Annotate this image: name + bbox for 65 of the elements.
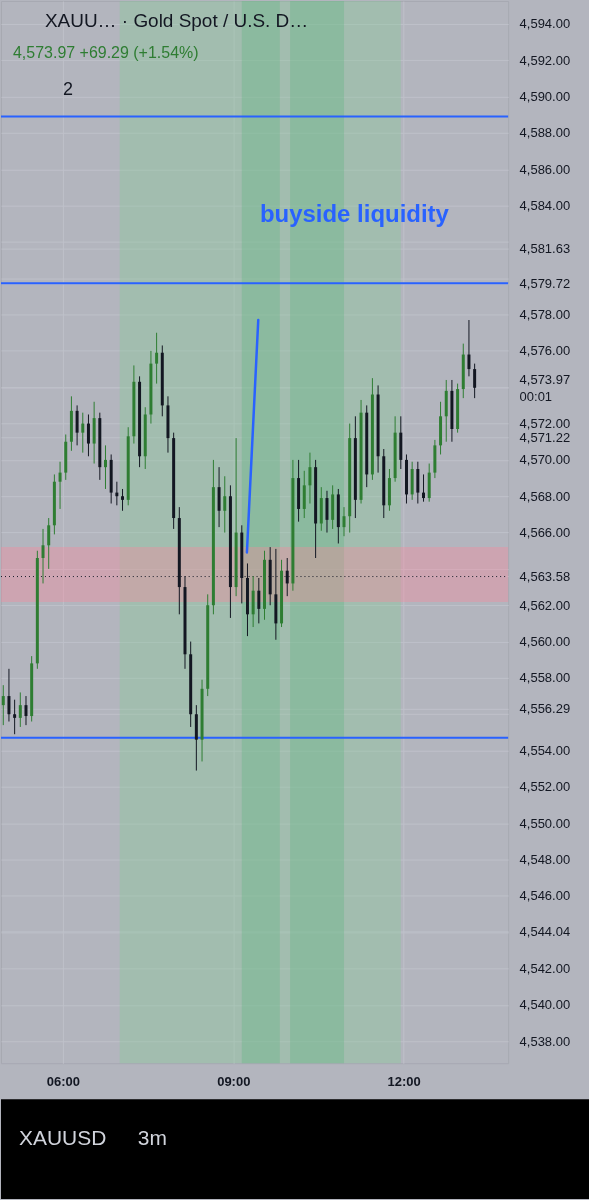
y-tick-label: 4,581.63 bbox=[519, 241, 571, 257]
x-tick-label: 06:00 bbox=[46, 1073, 80, 1089]
candlestick bbox=[342, 506, 346, 537]
candlestick bbox=[1, 684, 5, 726]
y-tick-label: 4,558.00 bbox=[519, 670, 571, 686]
y-tick-label: 4,563.58 bbox=[519, 569, 571, 585]
text: 3m bbox=[137, 1126, 167, 1150]
candlestick bbox=[257, 577, 261, 624]
y-tick-label: 4,590.00 bbox=[519, 89, 571, 105]
y-tick-label: 4,538.00 bbox=[519, 1033, 571, 1049]
text: XAUUSD bbox=[18, 1126, 107, 1150]
candlestick bbox=[251, 575, 255, 628]
y-tick-label: 4,576.00 bbox=[519, 343, 571, 359]
y-tick-label: 4,572.00 bbox=[519, 416, 571, 432]
candlestick bbox=[24, 695, 28, 726]
y-tick-label: 4,562.00 bbox=[519, 597, 571, 613]
candlestick bbox=[325, 490, 329, 534]
y-tick-label: 4,578.00 bbox=[519, 307, 571, 323]
candlestick bbox=[75, 404, 79, 446]
y-tick-label: 4,540.00 bbox=[519, 997, 571, 1013]
y-tick-label: 4,550.00 bbox=[519, 815, 571, 831]
y-tick-label: 4,570.00 bbox=[519, 452, 571, 468]
candlestick bbox=[223, 475, 227, 534]
candlestick bbox=[7, 668, 11, 722]
y-tick-label: 4,546.00 bbox=[519, 888, 571, 904]
y-tick-label: 4,579.72 bbox=[519, 275, 571, 291]
candlestick bbox=[121, 488, 125, 512]
candlestick bbox=[13, 699, 17, 735]
candlestick bbox=[81, 412, 85, 454]
y-tick-label: 4,586.00 bbox=[519, 161, 571, 177]
y-tick-label: 4,573.97 00:01 bbox=[519, 371, 571, 404]
candlestick bbox=[86, 413, 90, 457]
text: XAUU… · Gold Spot / U.S. D… bbox=[44, 9, 309, 31]
candlestick bbox=[467, 319, 471, 377]
candlestick bbox=[473, 363, 477, 399]
y-tick-label: 4,552.00 bbox=[519, 779, 571, 795]
annotation: buyside liquidity bbox=[259, 199, 450, 227]
y-tick-label: 4,568.00 bbox=[519, 488, 571, 504]
candlestick bbox=[308, 452, 312, 504]
candlestick bbox=[155, 332, 159, 385]
candlestick bbox=[47, 517, 51, 570]
candlestick bbox=[217, 466, 221, 528]
candlestick bbox=[302, 470, 306, 519]
candlestick bbox=[18, 691, 22, 728]
y-tick-label: 4,592.00 bbox=[519, 52, 571, 68]
candlestick bbox=[422, 473, 426, 503]
y-tick-label: 4,548.00 bbox=[519, 852, 571, 868]
y-tick-label: 4,594.00 bbox=[519, 16, 571, 32]
y-tick-label: 4,542.00 bbox=[519, 961, 571, 977]
y-tick-label: 4,556.29 bbox=[519, 701, 571, 717]
y-tick-label: 4,554.00 bbox=[519, 743, 571, 759]
y-tick-label: 4,584.00 bbox=[519, 198, 571, 214]
x-tick-label: 12:00 bbox=[387, 1073, 421, 1089]
y-tick-label: 4,560.00 bbox=[519, 634, 571, 650]
y-tick-label: 4,544.04 bbox=[519, 924, 571, 939]
candlestick bbox=[58, 461, 62, 510]
candlestick bbox=[41, 528, 45, 584]
annotation: 2 bbox=[62, 78, 73, 99]
y-tick-label: 4,588.00 bbox=[519, 125, 571, 141]
y-tick-label: 4,571.22 bbox=[519, 430, 571, 446]
candlestick bbox=[416, 461, 420, 504]
candlestick bbox=[104, 444, 107, 490]
x-tick-label: 09:00 bbox=[217, 1073, 251, 1089]
y-tick-label: 4,566.00 bbox=[519, 525, 571, 541]
text: 4,573.97 +69.29 (+1.54%) bbox=[12, 43, 199, 61]
